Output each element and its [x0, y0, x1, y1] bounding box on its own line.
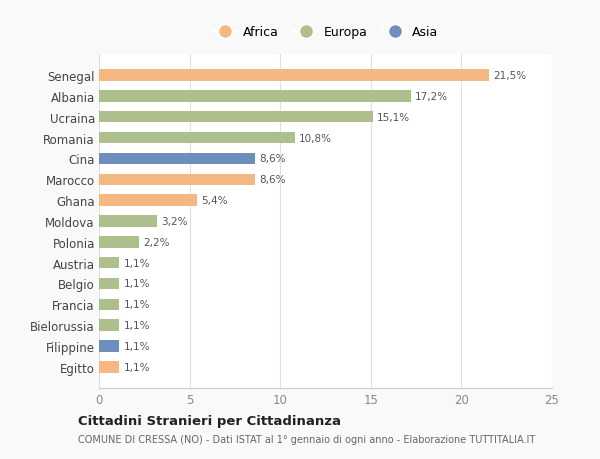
Bar: [99, 257, 119, 269]
Bar: [99, 91, 410, 102]
Text: COMUNE DI CRESSA (NO) - Dati ISTAT al 1° gennaio di ogni anno - Elaborazione TUT: COMUNE DI CRESSA (NO) - Dati ISTAT al 1°…: [78, 434, 535, 443]
Text: 10,8%: 10,8%: [299, 133, 332, 143]
Bar: [99, 341, 119, 352]
Bar: [99, 299, 119, 310]
Text: 17,2%: 17,2%: [415, 92, 448, 102]
Bar: [99, 153, 255, 165]
Bar: [99, 70, 488, 82]
Bar: [99, 361, 119, 373]
Text: 1,1%: 1,1%: [124, 279, 150, 289]
Text: 8,6%: 8,6%: [259, 154, 286, 164]
Bar: [99, 174, 255, 185]
Bar: [99, 216, 157, 227]
Bar: [99, 195, 197, 207]
Legend: Africa, Europa, Asia: Africa, Europa, Asia: [208, 22, 443, 45]
Text: 21,5%: 21,5%: [493, 71, 526, 81]
Text: Cittadini Stranieri per Cittadinanza: Cittadini Stranieri per Cittadinanza: [78, 414, 341, 428]
Text: 1,1%: 1,1%: [124, 300, 150, 310]
Text: 1,1%: 1,1%: [124, 320, 150, 330]
Text: 5,4%: 5,4%: [202, 196, 228, 206]
Text: 15,1%: 15,1%: [377, 112, 410, 123]
Bar: [99, 278, 119, 290]
Bar: [99, 236, 139, 248]
Bar: [99, 112, 373, 123]
Text: 8,6%: 8,6%: [259, 175, 286, 185]
Text: 2,2%: 2,2%: [143, 237, 170, 247]
Text: 1,1%: 1,1%: [124, 341, 150, 351]
Bar: [99, 133, 295, 144]
Text: 1,1%: 1,1%: [124, 362, 150, 372]
Text: 1,1%: 1,1%: [124, 258, 150, 268]
Text: 3,2%: 3,2%: [161, 217, 188, 226]
Bar: [99, 320, 119, 331]
